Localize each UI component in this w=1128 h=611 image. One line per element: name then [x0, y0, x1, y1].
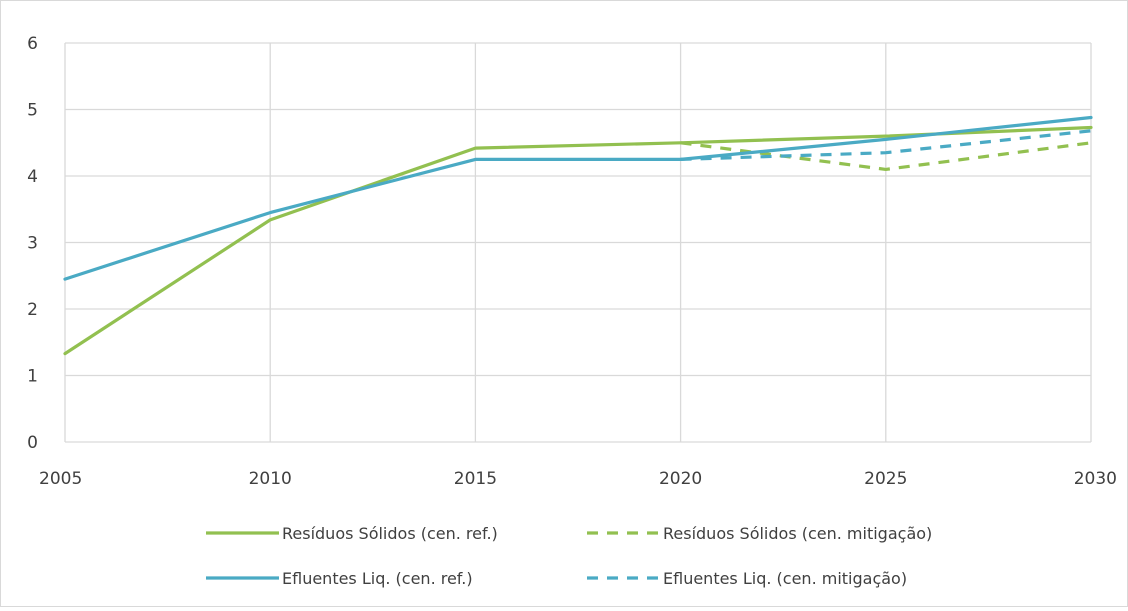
legend-label-2: Resíduos Sólidos (cen. mitigação): [663, 524, 932, 543]
series-lines: [63, 115, 1093, 356]
legend-label-1: Resíduos Sólidos (cen. ref.): [282, 524, 498, 543]
series-line-3: [63, 115, 1093, 281]
y-tick-label: 1: [27, 367, 38, 387]
x-tick-label: 2015: [454, 469, 497, 489]
legend: Resíduos Sólidos (cen. ref.) Resíduos Sól…: [206, 524, 932, 588]
y-tick-label: 6: [27, 34, 38, 54]
x-tick-label: 2020: [659, 469, 702, 489]
y-tick-label: 5: [27, 101, 38, 121]
gridlines: [64, 42, 1092, 443]
y-tick-label: 3: [27, 234, 38, 254]
legend-label-3: Efluentes Liq. (cen. ref.): [282, 569, 473, 588]
y-tick-label: 4: [27, 167, 38, 187]
legend-label-4: Efluentes Liq. (cen. mitigação): [663, 569, 907, 588]
y-tick-label: 2: [27, 300, 38, 320]
axes: 0 1 2 3 4 5 6 2005 2010 2015 2020 2025 2030: [27, 34, 1117, 489]
series-line-4: [680, 129, 1092, 161]
x-tick-label: 2010: [249, 469, 292, 489]
series-line-1: [63, 125, 1093, 356]
y-tick-label: 0: [27, 433, 38, 453]
x-tick-label: 2005: [39, 469, 82, 489]
x-tick-label: 2025: [864, 469, 907, 489]
x-tick-label: 2030: [1074, 469, 1117, 489]
